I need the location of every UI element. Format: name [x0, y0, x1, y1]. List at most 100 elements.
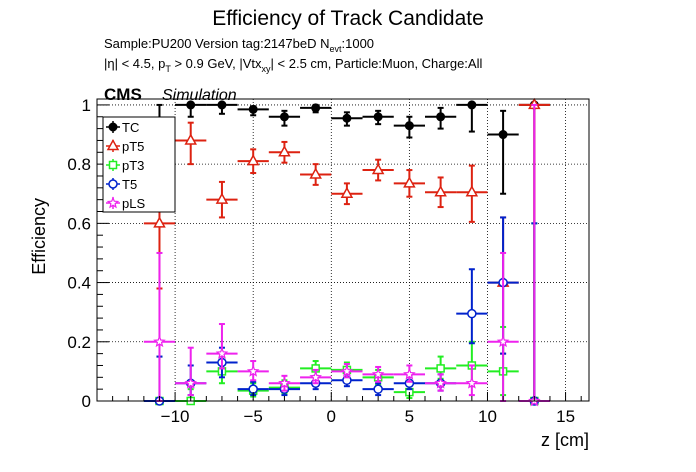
data-marker — [467, 100, 477, 110]
data-marker — [184, 133, 197, 145]
data-marker — [465, 376, 479, 389]
legend-label: pLS — [122, 196, 145, 211]
data-point — [456, 100, 488, 133]
x-tick-label: −10 — [161, 407, 190, 426]
data-marker — [342, 113, 352, 123]
legend-label: T5 — [122, 177, 137, 192]
y-tick-label: 0.2 — [67, 333, 91, 352]
y-tick-label: 0.4 — [67, 274, 91, 293]
subtitle-line-2: |η| < 4.5, pT > 0.9 GeV, |Vtxxy| < 2.5 c… — [104, 56, 482, 74]
data-marker — [248, 104, 258, 114]
data-marker — [498, 130, 508, 140]
subtitle-line-2-part-c: | < 2.5 cm, Particle:Muon, Charge:All — [271, 56, 483, 71]
data-point — [425, 106, 457, 130]
data-point — [456, 268, 488, 345]
data-marker — [246, 154, 260, 166]
data-point — [300, 103, 332, 114]
data-point — [237, 104, 269, 117]
series-pls — [143, 103, 550, 407]
legend-entry-tc: TC — [106, 120, 139, 135]
data-point — [237, 148, 269, 175]
data-marker — [309, 167, 322, 179]
data-point — [393, 115, 425, 139]
data-marker — [434, 376, 447, 389]
data-marker — [279, 112, 289, 122]
data-point — [268, 109, 301, 127]
data-marker — [340, 364, 354, 377]
x-tick-label: −5 — [243, 407, 262, 426]
data-marker — [371, 367, 385, 380]
data-marker — [404, 121, 414, 131]
data-point — [300, 163, 332, 186]
data-marker — [371, 163, 385, 175]
legend-marker — [106, 138, 120, 151]
legend: TC pT5 pT3 T5 pLS — [102, 116, 176, 213]
legend-marker — [108, 179, 118, 189]
data-point — [456, 164, 488, 223]
subtitle-line-1: Sample:PU200 Version tag:2147beD Nevt:10… — [104, 36, 374, 54]
data-point — [425, 176, 457, 209]
plot-frame — [96, 98, 590, 402]
data-point — [456, 364, 488, 397]
data-marker — [311, 103, 321, 113]
data-point — [331, 111, 363, 127]
legend-marker — [108, 122, 118, 132]
legend-marker — [106, 196, 120, 209]
y-tick-label: 1 — [82, 96, 91, 115]
simulation-label: Simulation — [162, 87, 237, 104]
legend-entry-pls: pLS — [106, 196, 145, 211]
data-marker — [186, 100, 196, 110]
x-tick-label: 10 — [478, 407, 497, 426]
subtitle-line-2-part-a: |η| < 4.5, p — [104, 56, 165, 71]
chart-title: Efficiency of Track Candidate — [212, 7, 484, 30]
data-marker — [278, 145, 291, 157]
legend-marker — [108, 160, 118, 170]
y-tick-label: 0.6 — [67, 214, 91, 233]
data-marker — [436, 364, 445, 373]
y-axis-label: Efficiency — [29, 198, 49, 275]
data-point — [268, 140, 301, 164]
data-point — [487, 109, 519, 195]
data-point — [331, 362, 363, 379]
data-marker — [403, 176, 416, 188]
subtitle-line-1-subscript: evt — [329, 44, 342, 54]
data-marker — [184, 376, 197, 389]
data-point — [331, 182, 363, 206]
data-marker — [434, 185, 447, 197]
data-marker — [153, 216, 166, 228]
data-point — [175, 121, 207, 166]
data-point — [237, 360, 269, 382]
data-marker — [248, 384, 258, 394]
y-tick-label: 0 — [82, 392, 91, 411]
data-marker — [436, 112, 446, 122]
cms-label: CMS — [104, 85, 142, 104]
legend-label: pT3 — [122, 158, 144, 173]
data-point — [362, 365, 394, 383]
y-tick-label: 0.8 — [67, 155, 91, 174]
subtitle-line-2-part-b: > 0.9 GeV, |Vtx — [171, 56, 262, 71]
data-marker — [278, 376, 291, 389]
axis-ticks: −10 −5 0 5 10 15 0 0.2 0.4 0.6 0.8 1 — [67, 96, 582, 426]
data-marker — [246, 364, 260, 377]
legend-label: pT5 — [122, 139, 144, 154]
x-tick-label: 15 — [556, 407, 575, 426]
subtitle-line-1-part-a: Sample:PU200 Version tag:2147beD N — [104, 36, 329, 51]
data-point — [300, 368, 332, 385]
data-point — [206, 180, 238, 219]
subtitle-line-2-subscript-2: xy — [262, 64, 272, 74]
data-marker — [215, 347, 229, 359]
data-marker — [403, 367, 416, 380]
data-point — [268, 374, 301, 392]
data-point — [175, 100, 207, 118]
data-marker — [496, 335, 510, 348]
data-marker — [309, 370, 322, 383]
data-point — [206, 100, 238, 115]
data-marker — [215, 192, 229, 204]
x-axis-label: z [cm] — [541, 430, 589, 450]
data-marker — [340, 186, 354, 198]
data-point — [425, 373, 457, 392]
data-point — [393, 364, 425, 383]
x-tick-label: 5 — [405, 407, 414, 426]
